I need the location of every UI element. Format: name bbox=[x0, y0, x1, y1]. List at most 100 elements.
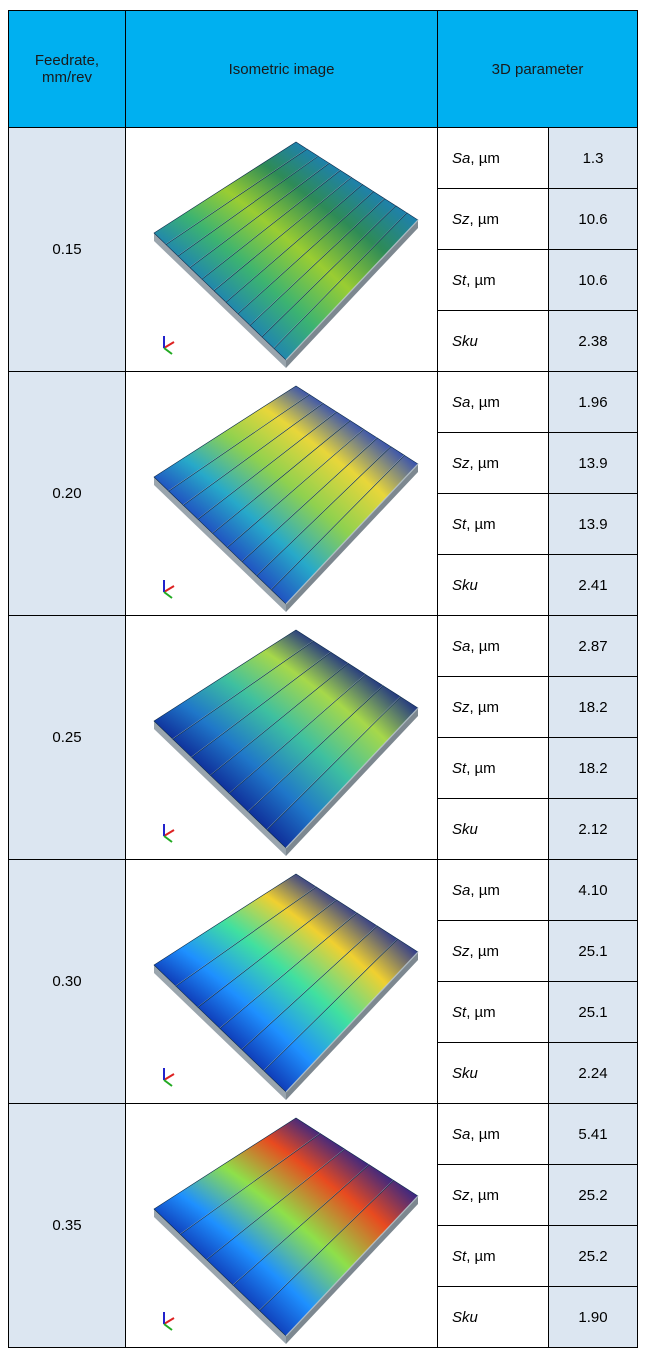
parameter-value-cell: 2.41 bbox=[549, 555, 638, 616]
axis-icon bbox=[164, 592, 172, 598]
parameter-symbol: Sa bbox=[452, 394, 470, 411]
parameter-symbol: St bbox=[452, 1004, 466, 1021]
axis-icon bbox=[164, 586, 174, 592]
parameter-symbol: St bbox=[452, 272, 466, 289]
parameter-unit: , µm bbox=[470, 882, 499, 899]
image-cell bbox=[126, 1104, 438, 1348]
parameter-unit: , µm bbox=[470, 1187, 499, 1204]
feedrate-cell: 0.35 bbox=[9, 1104, 126, 1348]
parameter-name-cell: Sku bbox=[438, 1287, 549, 1348]
axis-icon bbox=[164, 836, 172, 842]
axis-icon bbox=[164, 348, 172, 354]
parameter-name-cell: St, µm bbox=[438, 1226, 549, 1287]
parameter-name-cell: Sz, µm bbox=[438, 921, 549, 982]
parameter-symbol: Sa bbox=[452, 1126, 470, 1143]
parameter-symbol: St bbox=[452, 516, 466, 533]
parameter-unit: , µm bbox=[470, 394, 499, 411]
image-cell bbox=[126, 616, 438, 860]
parameter-name-cell: St, µm bbox=[438, 494, 549, 555]
parameter-value-cell: 18.2 bbox=[549, 738, 638, 799]
parameter-symbol: Sz bbox=[452, 211, 470, 228]
image-cell bbox=[126, 128, 438, 372]
parameter-unit: , µm bbox=[470, 699, 499, 716]
axis-icon bbox=[164, 830, 174, 836]
parameter-symbol: Sku bbox=[452, 1309, 478, 1326]
page: Feedrate, mm/rev Isometric image 3D para… bbox=[0, 0, 646, 1348]
parameter-name-cell: Sku bbox=[438, 311, 549, 372]
parameter-symbol: Sz bbox=[452, 455, 470, 472]
parameter-name-cell: St, µm bbox=[438, 982, 549, 1043]
parameter-value-cell: 25.1 bbox=[549, 982, 638, 1043]
parameter-name-cell: St, µm bbox=[438, 250, 549, 311]
parameter-value-cell: 5.41 bbox=[549, 1104, 638, 1165]
header-cell: Isometric image bbox=[126, 11, 438, 128]
parameter-name-cell: Sku bbox=[438, 1043, 549, 1104]
parameter-symbol: Sku bbox=[452, 821, 478, 838]
parameter-symbol: Sa bbox=[452, 638, 470, 655]
parameter-unit: , µm bbox=[470, 455, 499, 472]
parameter-name-cell: Sa, µm bbox=[438, 860, 549, 921]
parameter-symbol: Sku bbox=[452, 1065, 478, 1082]
parameter-symbol: Sz bbox=[452, 1187, 470, 1204]
parameter-table: Feedrate, mm/rev Isometric image 3D para… bbox=[8, 10, 638, 1348]
parameter-value-cell: 10.6 bbox=[549, 250, 638, 311]
parameter-name-cell: Sz, µm bbox=[438, 189, 549, 250]
axis-icon bbox=[164, 1318, 174, 1324]
axis-icon bbox=[164, 1080, 172, 1086]
parameter-value-cell: 2.87 bbox=[549, 616, 638, 677]
parameter-symbol: St bbox=[452, 1248, 466, 1265]
parameter-name-cell: Sku bbox=[438, 555, 549, 616]
parameter-value-cell: 2.12 bbox=[549, 799, 638, 860]
image-cell bbox=[126, 860, 438, 1104]
parameter-value-cell: 2.38 bbox=[549, 311, 638, 372]
parameter-value-cell: 13.9 bbox=[549, 494, 638, 555]
parameter-unit: , µm bbox=[470, 638, 499, 655]
parameter-value-cell: 25.2 bbox=[549, 1226, 638, 1287]
parameter-unit: , µm bbox=[466, 272, 495, 289]
parameter-value-cell: 25.1 bbox=[549, 921, 638, 982]
axis-icon bbox=[164, 1074, 174, 1080]
parameter-name-cell: Sz, µm bbox=[438, 1165, 549, 1226]
parameter-name-cell: Sz, µm bbox=[438, 677, 549, 738]
table-row: 0.30Sa, µm4.10 bbox=[9, 860, 638, 921]
parameter-value-cell: 4.10 bbox=[549, 860, 638, 921]
parameter-unit: , µm bbox=[466, 516, 495, 533]
isometric-image bbox=[126, 616, 438, 859]
parameter-name-cell: Sz, µm bbox=[438, 433, 549, 494]
isometric-image bbox=[126, 372, 438, 615]
feedrate-cell: 0.15 bbox=[9, 128, 126, 372]
image-cell bbox=[126, 372, 438, 616]
parameter-name-cell: Sku bbox=[438, 799, 549, 860]
header-row: Feedrate, mm/rev Isometric image 3D para… bbox=[9, 11, 638, 128]
parameter-symbol: Sz bbox=[452, 699, 470, 716]
parameter-unit: , µm bbox=[470, 1126, 499, 1143]
isometric-image bbox=[126, 128, 438, 371]
parameter-symbol: Sku bbox=[452, 577, 478, 594]
parameter-name-cell: Sa, µm bbox=[438, 616, 549, 677]
parameter-name-cell: Sa, µm bbox=[438, 372, 549, 433]
axis-icon bbox=[164, 1324, 172, 1330]
parameter-unit: , µm bbox=[470, 943, 499, 960]
isometric-image bbox=[126, 860, 438, 1103]
feedrate-cell: 0.20 bbox=[9, 372, 126, 616]
parameter-symbol: Sa bbox=[452, 882, 470, 899]
parameter-name-cell: St, µm bbox=[438, 738, 549, 799]
feedrate-cell: 0.25 bbox=[9, 616, 126, 860]
parameter-symbol: St bbox=[452, 760, 466, 777]
parameter-value-cell: 13.9 bbox=[549, 433, 638, 494]
parameter-symbol: Sku bbox=[452, 333, 478, 350]
parameter-value-cell: 10.6 bbox=[549, 189, 638, 250]
parameter-value-cell: 1.96 bbox=[549, 372, 638, 433]
parameter-name-cell: Sa, µm bbox=[438, 1104, 549, 1165]
feedrate-cell: 0.30 bbox=[9, 860, 126, 1104]
axis-icon bbox=[164, 342, 174, 348]
parameter-unit: , µm bbox=[470, 211, 499, 228]
isometric-image bbox=[126, 1104, 438, 1347]
parameter-unit: , µm bbox=[466, 1004, 495, 1021]
header-cell: Feedrate, mm/rev bbox=[9, 11, 126, 128]
